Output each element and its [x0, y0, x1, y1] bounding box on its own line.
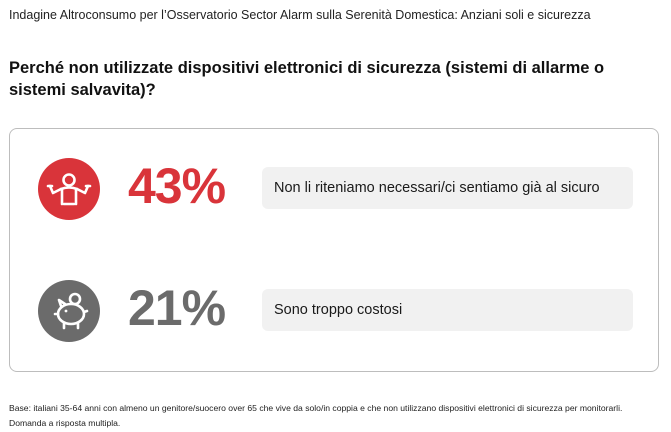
survey-title: Indagine Altroconsumo per l’Osservatorio…	[9, 8, 591, 22]
piggy-bank-icon	[38, 280, 100, 342]
footnote-note: Domanda a risposta multipla.	[9, 418, 121, 428]
answer-label: Sono troppo costosi	[262, 289, 633, 331]
results-card: 43% Non li riteniamo necessari/ci sentia…	[9, 128, 659, 372]
result-row-1: 43% Non li riteniamo necessari/ci sentia…	[10, 153, 658, 223]
footnote: Base: italiani 35-64 anni con almeno un …	[9, 401, 622, 431]
question-heading: Perché non utilizzate dispositivi elettr…	[9, 59, 605, 99]
percentage-value: 43%	[128, 158, 226, 214]
answer-label: Non li riteniamo necessari/ci sentiamo g…	[262, 167, 633, 209]
footnote-base: Base: italiani 35-64 anni con almeno un …	[9, 403, 623, 413]
result-row-2: 21% Sono troppo costosi	[10, 275, 658, 345]
percentage-value: 21%	[128, 280, 226, 336]
shrugging-person-icon	[38, 158, 100, 220]
